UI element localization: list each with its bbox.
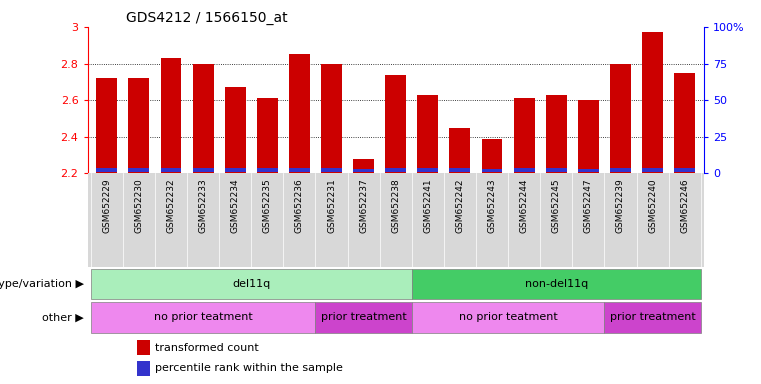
Text: GSM652236: GSM652236 bbox=[295, 178, 304, 233]
Bar bbox=[91, 269, 412, 299]
Bar bbox=[353, 159, 374, 174]
Bar bbox=[385, 168, 406, 172]
Bar bbox=[289, 55, 310, 174]
Text: GSM652230: GSM652230 bbox=[135, 178, 143, 233]
Bar bbox=[642, 32, 663, 174]
Text: GSM652238: GSM652238 bbox=[391, 178, 400, 233]
Text: GSM652232: GSM652232 bbox=[167, 178, 176, 233]
Text: non-del11q: non-del11q bbox=[524, 279, 587, 289]
Bar bbox=[546, 168, 567, 172]
Bar bbox=[257, 168, 278, 172]
Text: other ▶: other ▶ bbox=[42, 313, 84, 323]
Text: GSM652234: GSM652234 bbox=[231, 178, 240, 233]
Text: GSM652240: GSM652240 bbox=[648, 178, 657, 233]
Bar bbox=[193, 168, 214, 172]
Text: percentile rank within the sample: percentile rank within the sample bbox=[155, 363, 343, 373]
Bar bbox=[450, 168, 470, 172]
Text: del11q: del11q bbox=[232, 279, 270, 289]
Text: no prior teatment: no prior teatment bbox=[154, 313, 253, 323]
Bar bbox=[514, 168, 534, 172]
Bar bbox=[137, 361, 151, 376]
Bar bbox=[224, 168, 246, 172]
Bar bbox=[604, 302, 701, 333]
Bar bbox=[97, 78, 117, 174]
Text: GSM652239: GSM652239 bbox=[616, 178, 625, 233]
Bar bbox=[353, 169, 374, 172]
Bar bbox=[316, 302, 412, 333]
Text: GSM652231: GSM652231 bbox=[327, 178, 336, 233]
Bar bbox=[289, 168, 310, 172]
Bar bbox=[129, 168, 149, 172]
Bar bbox=[412, 269, 701, 299]
Bar bbox=[161, 168, 181, 172]
Bar bbox=[129, 78, 149, 174]
Text: GSM652233: GSM652233 bbox=[199, 178, 208, 233]
Bar bbox=[417, 95, 438, 174]
Bar bbox=[514, 98, 534, 174]
Text: GSM652235: GSM652235 bbox=[263, 178, 272, 233]
Bar bbox=[610, 63, 631, 174]
Text: GSM652244: GSM652244 bbox=[520, 178, 529, 233]
Bar bbox=[450, 127, 470, 174]
Text: prior treatment: prior treatment bbox=[610, 313, 696, 323]
Text: GSM652247: GSM652247 bbox=[584, 178, 593, 233]
Bar bbox=[321, 168, 342, 172]
Text: GSM652229: GSM652229 bbox=[102, 178, 111, 233]
Bar bbox=[642, 168, 663, 172]
Text: GSM652246: GSM652246 bbox=[680, 178, 689, 233]
Bar bbox=[482, 169, 502, 172]
Bar bbox=[546, 95, 567, 174]
Text: GSM652243: GSM652243 bbox=[488, 178, 496, 233]
Bar bbox=[482, 139, 502, 174]
Bar bbox=[578, 100, 599, 174]
Bar bbox=[417, 168, 438, 172]
Bar bbox=[385, 74, 406, 174]
Bar bbox=[412, 302, 604, 333]
Text: no prior teatment: no prior teatment bbox=[459, 313, 558, 323]
Text: prior treatment: prior treatment bbox=[320, 313, 406, 323]
Bar bbox=[578, 169, 599, 172]
Text: GSM652245: GSM652245 bbox=[552, 178, 561, 233]
Bar bbox=[321, 63, 342, 174]
Bar bbox=[674, 73, 695, 174]
Bar bbox=[257, 98, 278, 174]
Bar bbox=[224, 87, 246, 174]
Bar bbox=[674, 168, 695, 172]
Bar bbox=[161, 58, 181, 174]
Bar bbox=[97, 168, 117, 172]
Text: GSM652237: GSM652237 bbox=[359, 178, 368, 233]
Bar bbox=[610, 168, 631, 172]
Bar bbox=[193, 63, 214, 174]
Text: transformed count: transformed count bbox=[155, 343, 259, 353]
Bar bbox=[91, 302, 316, 333]
Text: genotype/variation ▶: genotype/variation ▶ bbox=[0, 279, 84, 289]
Bar bbox=[137, 340, 151, 355]
Text: GSM652241: GSM652241 bbox=[423, 178, 432, 233]
Text: GSM652242: GSM652242 bbox=[455, 178, 464, 233]
Text: GDS4212 / 1566150_at: GDS4212 / 1566150_at bbox=[126, 11, 287, 25]
